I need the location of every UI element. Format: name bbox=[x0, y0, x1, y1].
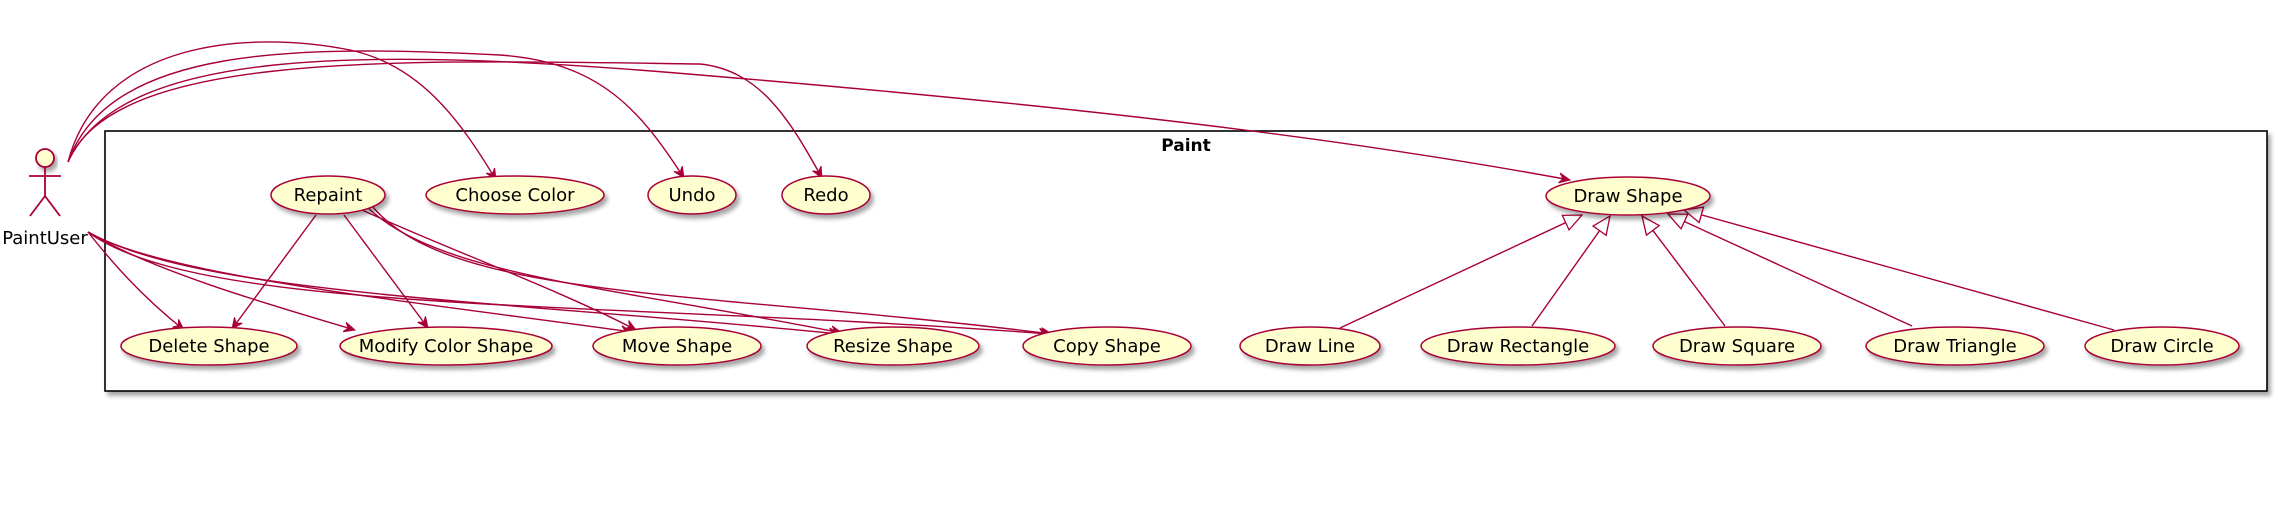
assoc-actor-delete-shape bbox=[87, 231, 184, 330]
assoc-repaint-delete-shape bbox=[232, 214, 317, 329]
gen-draw-square bbox=[1642, 216, 1726, 327]
usecase-label: Draw Rectangle bbox=[1447, 336, 1589, 357]
usecase-draw-shape: Draw Shape bbox=[1545, 176, 1711, 216]
usecase-label: Redo bbox=[803, 185, 848, 206]
assoc-actor-undo bbox=[67, 50, 684, 178]
usecase-label: Draw Triangle bbox=[1893, 336, 2016, 357]
usecase-move-shape: Move Shape bbox=[592, 326, 762, 366]
gen-draw-circle bbox=[1684, 210, 2115, 331]
usecase-label: Draw Shape bbox=[1573, 186, 1682, 207]
usecase-undo: Undo bbox=[647, 175, 737, 215]
usecase-resize-shape: Resize Shape bbox=[806, 326, 980, 366]
connectors bbox=[67, 41, 2115, 334]
gen-draw-triangle bbox=[1668, 214, 1913, 327]
assoc-actor-choose-color bbox=[67, 41, 496, 180]
usecase-draw-line: Draw Line bbox=[1239, 326, 1381, 366]
usecase-redo: Redo bbox=[781, 175, 871, 215]
assoc-actor-draw-shape bbox=[67, 58, 1570, 180]
gen-draw-line bbox=[1339, 215, 1582, 329]
usecase-label: Draw Square bbox=[1679, 336, 1795, 357]
usecase-modify-color-shape: Modify Color Shape bbox=[339, 326, 553, 366]
usecase-choose-color: Choose Color bbox=[425, 175, 605, 215]
usecase-label: Modify Color Shape bbox=[359, 336, 533, 357]
usecase-label: Choose Color bbox=[455, 185, 575, 206]
usecase-draw-square: Draw Square bbox=[1652, 326, 1822, 366]
usecase-draw-rectangle: Draw Rectangle bbox=[1420, 326, 1616, 366]
usecase-label: Draw Circle bbox=[2110, 336, 2213, 357]
assoc-repaint-copy-shape bbox=[371, 205, 1052, 334]
usecase-delete-shape: Delete Shape bbox=[120, 326, 298, 366]
usecase-copy-shape: Copy Shape bbox=[1022, 326, 1192, 366]
actor-icon bbox=[35, 148, 55, 168]
system-title: Paint bbox=[1161, 136, 1211, 156]
assoc-repaint-move-shape bbox=[361, 209, 636, 331]
usecase-label: Copy Shape bbox=[1053, 336, 1161, 357]
usecase-label: Repaint bbox=[294, 185, 363, 206]
usecase-label: Resize Shape bbox=[833, 336, 953, 357]
actor-name: PaintUser bbox=[2, 228, 88, 249]
usecase-label: Delete Shape bbox=[148, 336, 269, 357]
usecase-label: Draw Line bbox=[1265, 336, 1355, 357]
assoc-repaint-modify-color-shape bbox=[343, 214, 428, 328]
actor-paintuser bbox=[29, 148, 61, 217]
usecase-label: Move Shape bbox=[622, 336, 732, 357]
assoc-actor-resize-shape bbox=[87, 231, 840, 334]
gen-draw-rectangle bbox=[1531, 216, 1610, 327]
assoc-actor-copy-shape bbox=[87, 231, 1050, 334]
usecase-draw-circle: Draw Circle bbox=[2084, 326, 2240, 366]
assoc-actor-modify-color-shape bbox=[87, 231, 355, 330]
usecase-label: Undo bbox=[668, 185, 715, 206]
usecase-repaint: Repaint bbox=[270, 175, 386, 215]
usecase-draw-triangle: Draw Triangle bbox=[1865, 326, 2045, 366]
